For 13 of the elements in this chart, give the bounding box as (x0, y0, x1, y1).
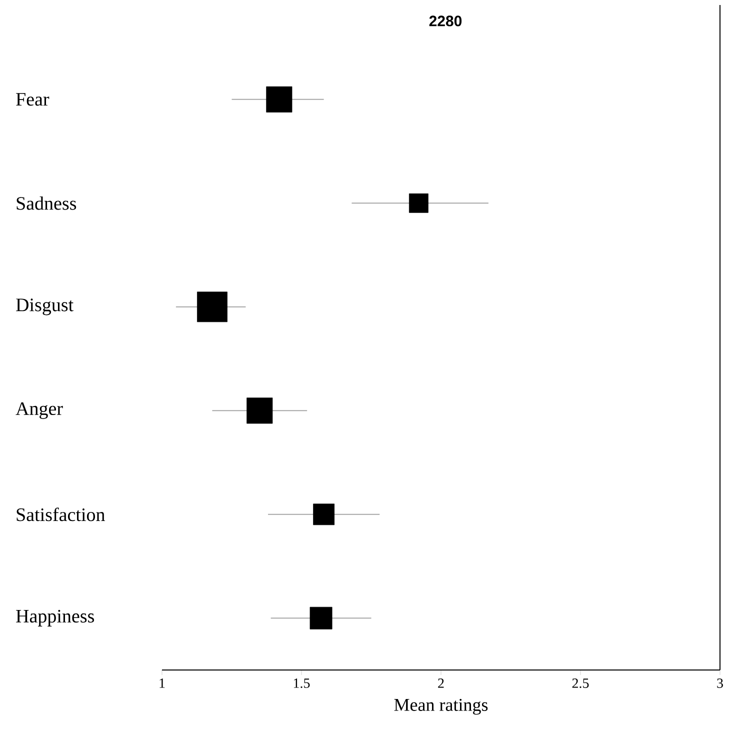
text: 2280 (429, 16, 462, 26)
y-tick-label: Sadness (16, 196, 76, 210)
x-tick-label: 3 (717, 678, 723, 688)
y-tick-label: Fear (16, 93, 50, 106)
y-tick-label: Anger (16, 402, 63, 419)
x-axis-title: Mean ratings (394, 698, 488, 715)
y-tick-label: Satisfaction (16, 508, 105, 522)
y-tick-label: Happiness (16, 610, 94, 626)
x-tick-label: 1 (160, 678, 165, 688)
x-tick-label: 2.5 (572, 678, 589, 688)
x-tick-label: 2 (438, 678, 444, 688)
y-tick-label: Disgust (16, 298, 74, 316)
x-tick-label: 1.5 (294, 678, 310, 688)
